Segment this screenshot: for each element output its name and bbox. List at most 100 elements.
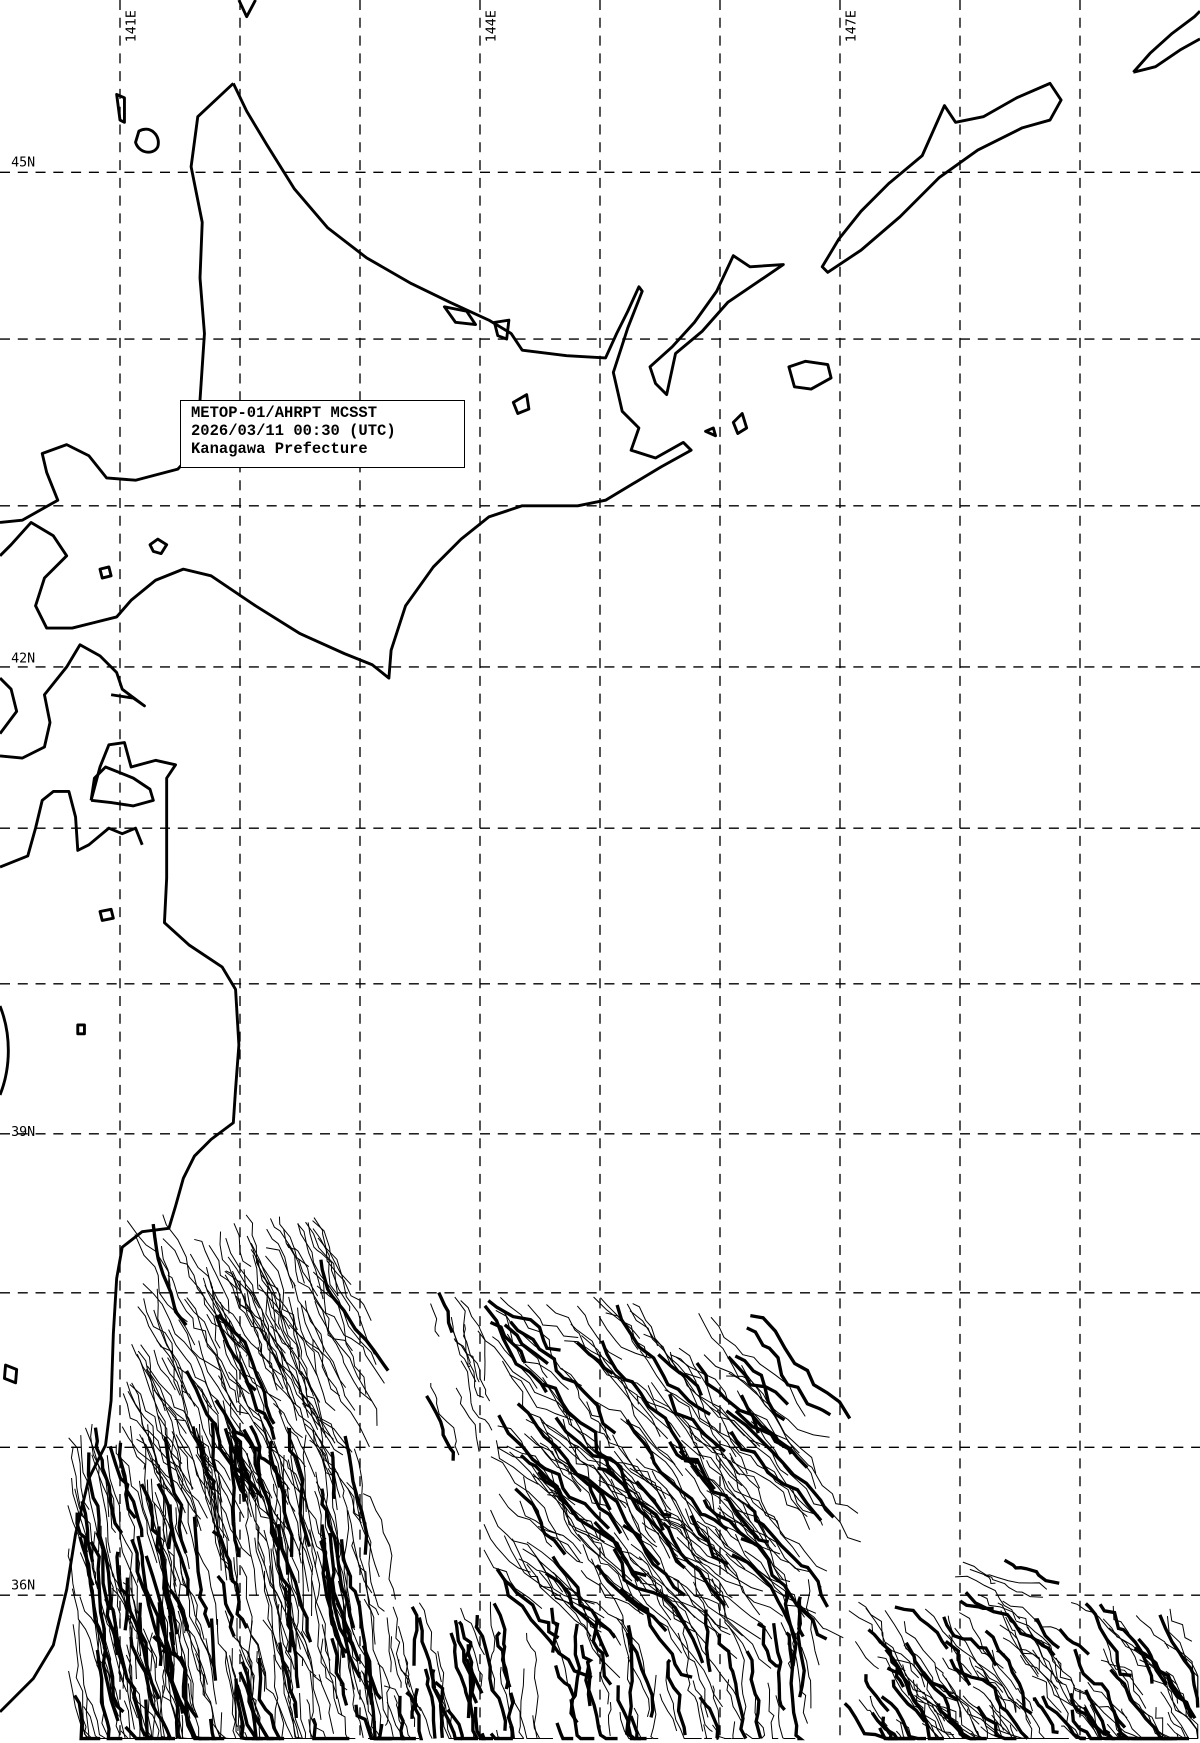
sst-contour-line: [1002, 1600, 1062, 1633]
sst-contour-line: [84, 1427, 111, 1554]
sst-contour-line: [912, 1693, 945, 1739]
sst-contour-line: [581, 1335, 625, 1383]
sst-contour-line: [453, 1338, 484, 1398]
sst-contour-line: [726, 1679, 744, 1725]
sst-contour-line: [598, 1479, 656, 1543]
sst-contour-line: [171, 1431, 198, 1527]
sst-contour-line: [283, 1587, 300, 1689]
sst-contour-line: [312, 1339, 370, 1448]
sst-contour-line: [976, 1670, 1018, 1732]
sst-contour-line: [509, 1320, 617, 1435]
sst-contour-line: [562, 1418, 627, 1509]
sst-contour-line: [708, 1543, 784, 1617]
sst-contour-line: [637, 1395, 705, 1460]
sst-contour-line: [497, 1425, 582, 1542]
sst-contour-line: [224, 1610, 266, 1740]
sst-contour-line: [576, 1305, 623, 1360]
sst-contour-line: [316, 1285, 367, 1395]
sst-contour-line: [539, 1416, 626, 1490]
sst-contour-line: [206, 1314, 282, 1402]
sst-contour-line: [608, 1536, 648, 1591]
sst-contour-line: [503, 1323, 549, 1366]
sst-contour-line: [750, 1421, 861, 1543]
sst-contour-line: [147, 1424, 165, 1543]
sst-contour-line: [646, 1572, 672, 1621]
sst-contour-line: [944, 1690, 996, 1734]
sst-contour-line: [506, 1333, 569, 1390]
sst-contour-line: [105, 1477, 138, 1640]
sst-contour-line: [1108, 1627, 1179, 1704]
sst-contour-line: [666, 1489, 694, 1532]
sst-contour-line: [625, 1418, 729, 1531]
sst-contour-line: [1166, 1723, 1198, 1740]
sst-contour-line: [554, 1664, 576, 1700]
sst-contour-line: [174, 1507, 190, 1570]
sst-contour-line: [303, 1522, 314, 1616]
sst-contour-line: [924, 1608, 953, 1653]
sst-contour-line: [712, 1724, 732, 1740]
sst-contour-line: [398, 1659, 422, 1712]
sst-contour-line: [290, 1371, 347, 1449]
sst-contour-line: [129, 1425, 146, 1470]
sst-contour-line: [692, 1581, 743, 1637]
sst-contour-line: [983, 1672, 1007, 1712]
sst-contour-line: [489, 1732, 513, 1741]
sst-contour-line: [805, 1579, 820, 1666]
sst-contour-line: [544, 1571, 610, 1658]
sst-contour-line: [318, 1674, 335, 1734]
sst-contour-line: [635, 1573, 738, 1660]
sst-contour-line: [756, 1622, 782, 1669]
sst-contour-line: [312, 1228, 339, 1297]
sst-contour-line: [235, 1295, 281, 1369]
sst-contour-line: [997, 1602, 1062, 1671]
sst-contour-line: [1167, 1711, 1186, 1737]
sst-contour-line: [228, 1371, 290, 1490]
sst-contour-line: [643, 1333, 702, 1379]
sst-contour-line: [723, 1498, 801, 1573]
coast-shimokita: [0, 741, 241, 1713]
sst-contour-line: [335, 1601, 361, 1662]
sst-contour-line: [612, 1461, 672, 1511]
sst-contour-line: [746, 1503, 830, 1608]
sst-contour-line: [117, 1442, 144, 1538]
sst-contour-line: [698, 1313, 740, 1380]
sst-contour-line: [130, 1538, 162, 1646]
sst-contour-line: [734, 1354, 786, 1422]
sst-contour-line: [532, 1715, 553, 1740]
sst-contour-line: [639, 1539, 731, 1636]
sst-contour-line: [996, 1650, 1017, 1674]
sst-contour-line: [278, 1410, 306, 1468]
sst-contour-line: [198, 1340, 244, 1425]
sst-contour-line: [635, 1480, 672, 1518]
sst-contour-line: [579, 1644, 594, 1707]
sst-contour-line: [157, 1526, 179, 1635]
sst-contour-line: [741, 1365, 817, 1474]
sst-contour-line: [1106, 1723, 1161, 1740]
sst-contour-line: [274, 1354, 338, 1511]
sst-contour-line: [944, 1639, 972, 1687]
sst-contour-line: [320, 1524, 346, 1659]
sst-contour-line: [772, 1622, 786, 1711]
sst-contour-line: [238, 1671, 263, 1741]
sst-contour-line: [554, 1416, 665, 1532]
sst-contour-line: [205, 1638, 217, 1705]
sst-contour-line: [320, 1638, 353, 1740]
sst-contour-line: [1015, 1620, 1075, 1704]
sst-contour-line: [509, 1451, 605, 1543]
sst-contour-line: [239, 1649, 265, 1735]
sst-contour-line: [283, 1682, 302, 1740]
sst-contour-line: [257, 1657, 285, 1741]
sst-contour-line: [710, 1316, 806, 1417]
sst-contour-line: [468, 1707, 498, 1740]
sst-contour-line: [297, 1223, 324, 1300]
sst-contour-line: [138, 1480, 166, 1589]
sst-contour-line: [362, 1493, 396, 1600]
sst-contour-line: [204, 1284, 237, 1333]
sst-contour-line: [911, 1695, 958, 1740]
sst-contour-line: [100, 1525, 121, 1625]
sst-contour-line: [313, 1217, 372, 1321]
sst-contour-line: [126, 1220, 173, 1297]
sst-contour-line: [792, 1632, 809, 1724]
sst-contour-line: [671, 1443, 707, 1479]
